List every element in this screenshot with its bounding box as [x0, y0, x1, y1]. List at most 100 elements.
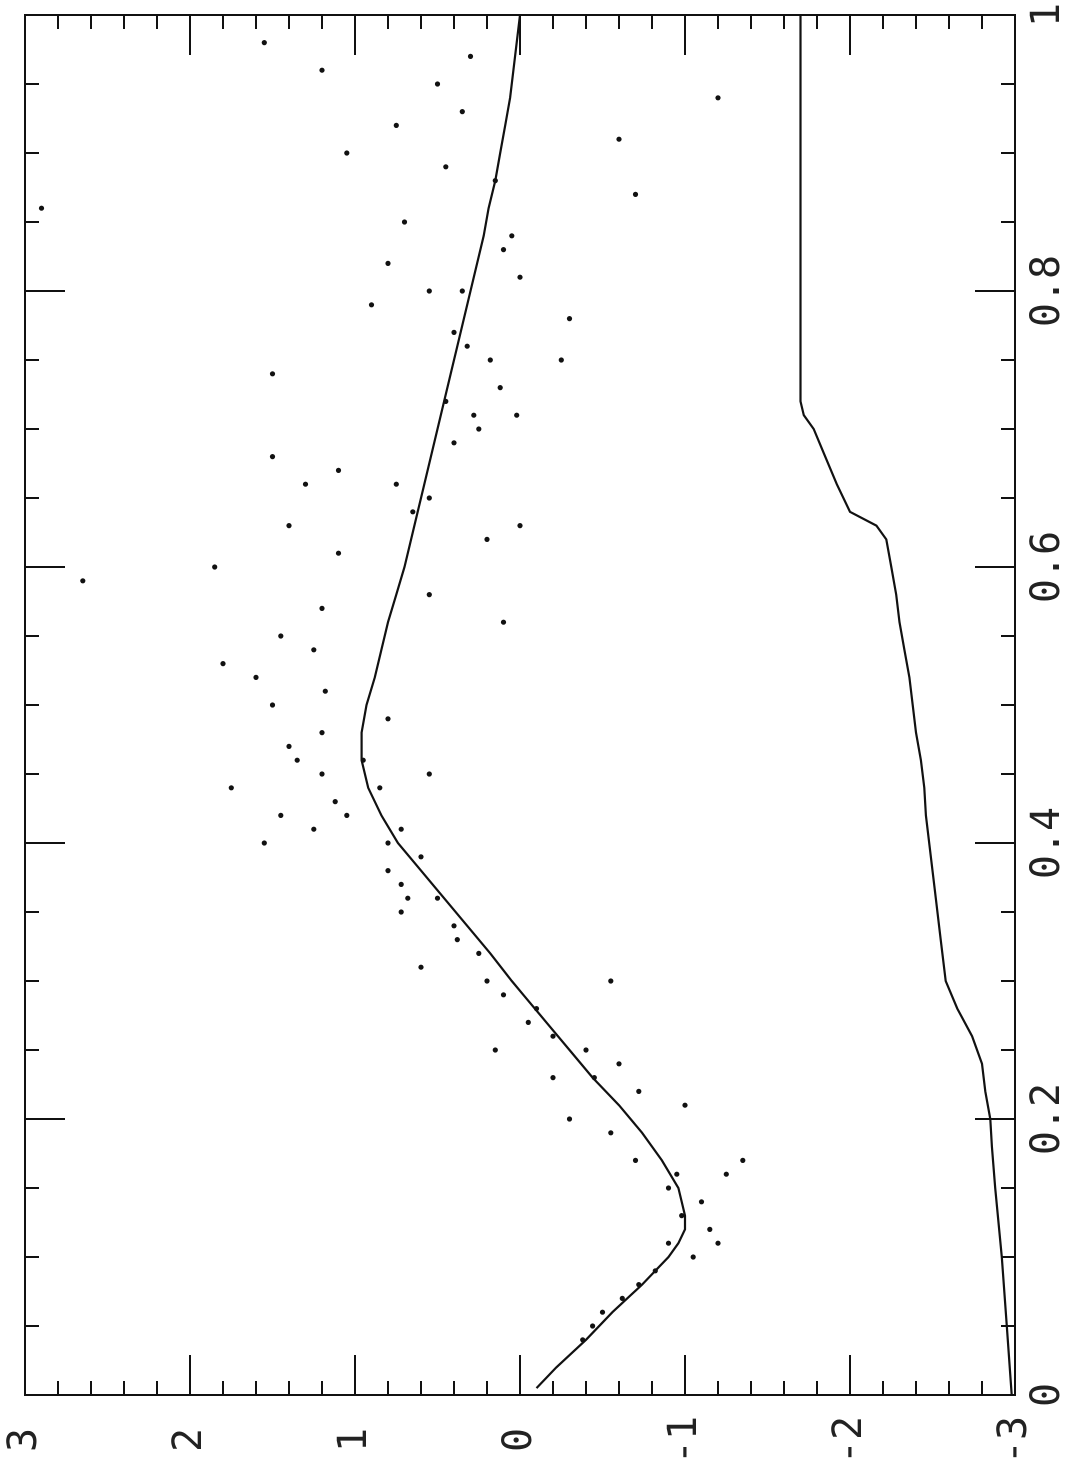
- data-point: [459, 109, 465, 115]
- data-point: [434, 895, 441, 901]
- y-tick-label: 1: [330, 1428, 376, 1452]
- data-point: [335, 550, 342, 556]
- data-point: [492, 1047, 498, 1053]
- data-point: [319, 771, 325, 777]
- data-point: [616, 136, 622, 142]
- data-point: [715, 1240, 721, 1246]
- data-point: [322, 688, 328, 694]
- data-point: [80, 578, 86, 584]
- y-tick-label: -3: [990, 1416, 1036, 1464]
- data-point: [500, 247, 507, 253]
- data-point: [261, 40, 267, 46]
- data-point: [550, 1033, 556, 1039]
- data-point: [385, 840, 391, 846]
- data-point: [454, 937, 460, 943]
- data-point: [302, 481, 309, 487]
- data-point: [616, 1061, 622, 1067]
- data-point: [690, 1254, 696, 1260]
- y-tick-label: 0: [495, 1428, 541, 1452]
- data-point: [344, 812, 350, 819]
- data-point: [509, 233, 515, 239]
- data-point: [652, 1268, 658, 1274]
- data-point: [471, 412, 477, 418]
- data-point: [398, 826, 404, 832]
- data-point: [476, 426, 482, 432]
- data-point: [393, 122, 399, 128]
- ticks: [24, 14, 1016, 1396]
- data-point: [682, 1102, 688, 1108]
- data-point: [38, 205, 45, 211]
- data-point: [632, 1157, 639, 1163]
- data-point: [459, 288, 465, 294]
- data-point: [261, 840, 267, 846]
- y-tick-label: 3: [0, 1428, 46, 1452]
- data-point: [426, 495, 432, 501]
- data-point: [426, 771, 432, 777]
- data-point: [619, 1295, 625, 1301]
- series-line-1: [799, 15, 1013, 1396]
- data-point: [311, 647, 317, 653]
- data-point: [212, 564, 218, 570]
- data-point: [525, 1019, 531, 1025]
- data-point: [220, 661, 226, 667]
- data-point: [636, 1088, 642, 1094]
- data-point: [665, 1240, 672, 1246]
- data-point: [426, 592, 432, 598]
- data-point: [253, 674, 259, 681]
- data-point: [398, 881, 404, 888]
- series-line-0: [360, 14, 687, 1389]
- data-point: [492, 178, 498, 184]
- x-tick-label: 0.2: [1023, 1083, 1069, 1155]
- data-point: [278, 812, 284, 819]
- data-point: [377, 785, 383, 791]
- data-point: [517, 523, 523, 529]
- y-tick-label: -2: [825, 1416, 871, 1464]
- data-point: [608, 978, 614, 984]
- data-point: [566, 316, 573, 322]
- plot-frame: [24, 14, 1016, 1396]
- data-point: [269, 371, 276, 377]
- data-point: [467, 53, 474, 60]
- x-tick-label: 0: [1023, 1383, 1069, 1407]
- data-point: [418, 854, 424, 860]
- data-point: [344, 150, 350, 156]
- data-point: [566, 1116, 573, 1122]
- data-point: [269, 454, 276, 460]
- data-point: [608, 1130, 614, 1136]
- x-tick-label: 0.6: [1023, 531, 1069, 603]
- data-point: [487, 357, 493, 363]
- data-point: [451, 923, 457, 929]
- data-point: [319, 605, 325, 612]
- data-point: [269, 702, 276, 708]
- data-point: [723, 1171, 729, 1177]
- data-point: [294, 757, 300, 763]
- data-point: [707, 1226, 713, 1232]
- data-point: [385, 716, 391, 722]
- data-point: [500, 992, 507, 998]
- data-point: [674, 1171, 680, 1177]
- data-point: [401, 219, 408, 225]
- data-point: [580, 1337, 586, 1343]
- data-point: [319, 730, 325, 736]
- y-tick-label: -1: [660, 1416, 706, 1464]
- data-point: [286, 743, 292, 750]
- data-point: [385, 868, 391, 874]
- data-point: [679, 1213, 685, 1219]
- data-point: [398, 909, 404, 915]
- tick-labels: 0 0.2 0.4 0.6 0.8 1 3 2 1 0 -1 -2 -3: [0, 3, 1069, 1464]
- data-point: [583, 1047, 589, 1053]
- data-point: [500, 619, 507, 625]
- data-point: [335, 467, 342, 473]
- data-point: [405, 895, 411, 901]
- data-point: [476, 950, 482, 957]
- data-point: [533, 1006, 540, 1012]
- data-point: [484, 536, 490, 543]
- x-tick-label: 0.4: [1023, 807, 1069, 879]
- data-point: [590, 1323, 596, 1329]
- data-point: [698, 1199, 705, 1205]
- series: [38, 14, 1013, 1396]
- data-point: [311, 826, 317, 832]
- data-point: [514, 412, 520, 418]
- data-point: [443, 164, 449, 170]
- x-tick-label: 1: [1023, 3, 1069, 27]
